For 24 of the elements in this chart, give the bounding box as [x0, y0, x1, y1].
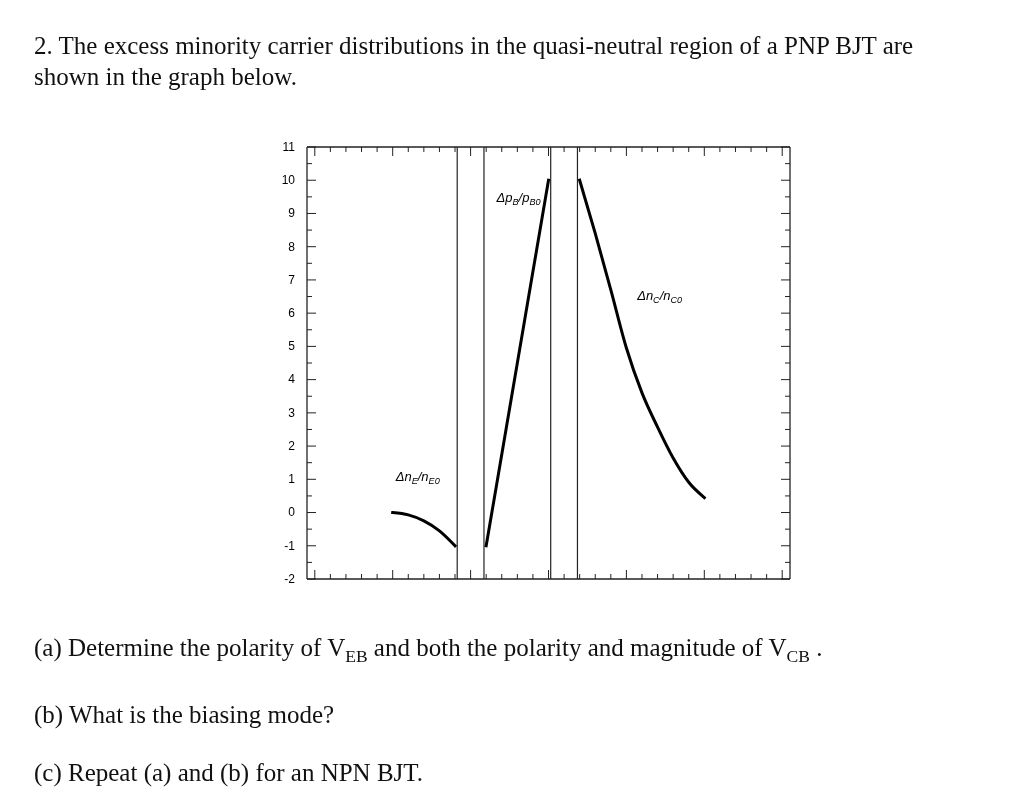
- line-series: [391, 511, 457, 548]
- y-tick-label: 7: [288, 272, 296, 287]
- y-tick-label: 5: [288, 339, 296, 354]
- y-tick-label: 11: [282, 139, 296, 154]
- line-series: [578, 178, 706, 500]
- y-tick-label: 8: [288, 239, 296, 254]
- y-tick-label: 10: [281, 173, 296, 188]
- y-tick-label: 3: [288, 405, 296, 420]
- text: (c) Repeat (a) and (b) for an NPN BJT.: [34, 759, 423, 787]
- y-tick-label: 1: [288, 472, 296, 487]
- y-tick-label: -2: [284, 571, 296, 586]
- y-tick-label: 6: [288, 305, 296, 320]
- y-tick-label: -1: [284, 538, 296, 553]
- text: (b) What is the biasing mode?: [34, 701, 335, 729]
- y-tick-label: 0: [288, 505, 296, 520]
- text: (a) Determine the polarity of V$_{EB}$ and both the polarity and magnitude of V$_{CB}$ .: [34, 634, 823, 667]
- series-label: Δn$_{C}$/n$_{C0}$: [636, 288, 683, 306]
- y-tick-label: 9: [288, 206, 296, 221]
- series-label: Δp$_{B}$/p$_{B0}$: [495, 190, 541, 208]
- chart-title: 2. The excess minority carrier distributions in the quasi-neutral region of a PNP BJT are shown in the graph below.: [34, 32, 914, 90]
- y-tick-label: 2: [288, 438, 296, 453]
- line-series: [484, 178, 550, 548]
- text: Δn$_{E}$/n$_{E0}$: [394, 468, 440, 486]
- y-tick-label: 4: [288, 372, 296, 387]
